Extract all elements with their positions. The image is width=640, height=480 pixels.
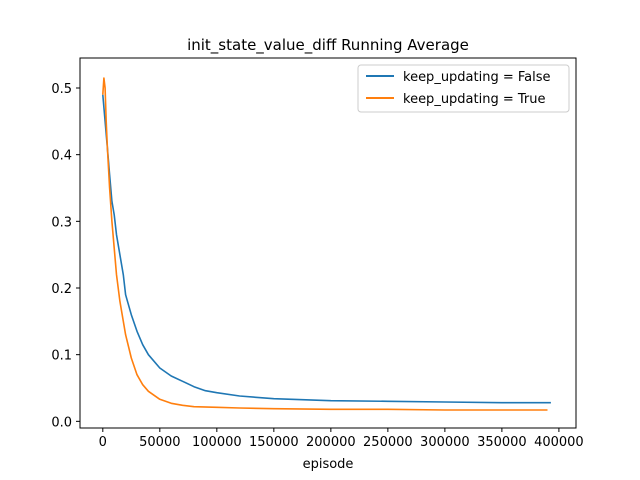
x-tick-label: 0 bbox=[99, 435, 107, 450]
y-tick-label: 0.2 bbox=[51, 282, 72, 297]
plot-frame bbox=[79, 57, 577, 429]
x-axis-label: episode bbox=[303, 457, 354, 472]
x-tick-label: 150000 bbox=[249, 435, 299, 450]
series-line-keep-updating-false bbox=[102, 94, 551, 404]
legend-label-false: keep_updating = False bbox=[403, 70, 551, 85]
chart-title: init_state_value_diff Running Average bbox=[187, 36, 469, 55]
y-tick-label: 0.4 bbox=[51, 149, 72, 164]
legend-box bbox=[357, 64, 570, 113]
x-axis: 0 50000 100000 150000 200000 250000 300000 3500… bbox=[99, 428, 584, 450]
series-layer bbox=[102, 77, 551, 411]
legend: keep_updating = False keep_updating = Tr… bbox=[357, 64, 570, 113]
x-tick-label: 250000 bbox=[363, 435, 413, 450]
y-tick-label: 0.3 bbox=[51, 215, 72, 230]
y-tick-label: 0.5 bbox=[51, 82, 72, 97]
x-tick-label: 400000 bbox=[534, 435, 584, 450]
x-tick-label: 100000 bbox=[192, 435, 242, 450]
x-tick-label: 50000 bbox=[139, 435, 180, 450]
legend-label-true: keep_updating = True bbox=[403, 92, 546, 107]
y-tick-label: 0.0 bbox=[51, 415, 72, 430]
x-tick-label: 200000 bbox=[306, 435, 356, 450]
series-line-keep-updating-true bbox=[102, 77, 548, 411]
x-tick-label: 300000 bbox=[420, 435, 470, 450]
y-axis: 0.0 0.1 0.2 0.3 0.4 0.5 bbox=[51, 82, 80, 430]
x-tick-label: 350000 bbox=[477, 435, 527, 450]
y-tick-label: 0.1 bbox=[51, 349, 72, 364]
